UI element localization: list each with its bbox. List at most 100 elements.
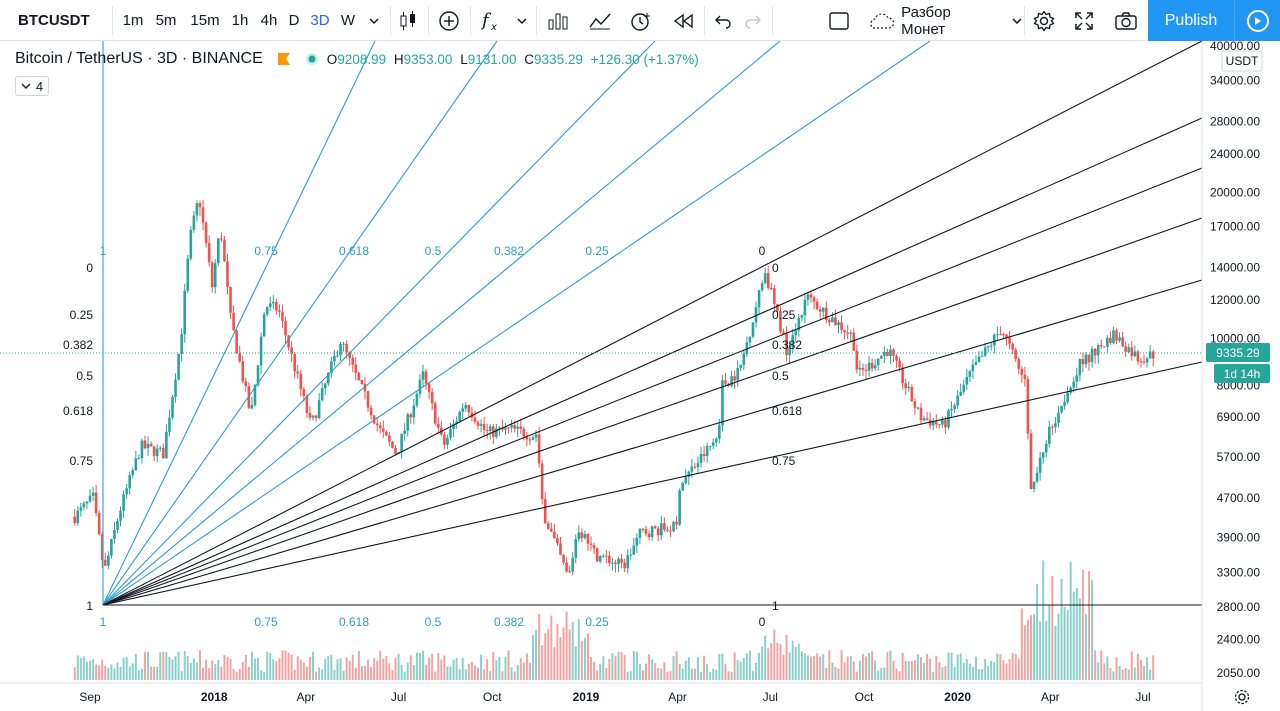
gear-icon[interactable] (1026, 0, 1062, 41)
candle-body (696, 462, 700, 468)
publish-button[interactable]: Publish (1148, 0, 1234, 41)
candle-body (507, 427, 510, 429)
volume-bar (333, 669, 336, 680)
candle-body (812, 297, 816, 302)
fullscreen-rect-icon[interactable] (820, 0, 858, 41)
interval-w[interactable]: W (340, 12, 356, 29)
candle-body (595, 548, 599, 562)
expand-icon[interactable] (1066, 0, 1102, 41)
candle-body (663, 523, 666, 530)
indicators-add-icon[interactable] (432, 0, 466, 41)
play-icon[interactable] (1234, 0, 1280, 41)
price-axis[interactable]: 40000.00 34000.00 28000.00 24000.00 20000.00… (1210, 39, 1260, 680)
volume-bar (968, 663, 971, 680)
interval-5m[interactable]: 5m (155, 12, 177, 29)
indicators-collapse-button[interactable]: 4 (15, 76, 49, 96)
candle-body (107, 555, 110, 566)
interval-3d[interactable]: 3D (310, 12, 330, 29)
candle-body (519, 426, 523, 429)
candle-body (186, 258, 190, 291)
candle-body (226, 261, 229, 287)
candle-body (702, 453, 706, 457)
volume-bar (727, 671, 730, 680)
volume-bar (1121, 669, 1124, 680)
volume-bar (143, 651, 146, 680)
candle-body (360, 379, 364, 385)
candle-body (565, 562, 568, 572)
candle-body (916, 407, 920, 409)
redo-icon[interactable] (738, 0, 768, 41)
time-tick-label: Jul (1135, 690, 1150, 704)
candle-body (705, 446, 709, 457)
interval-dropdown-icon[interactable] (362, 0, 386, 41)
volume-bar (1152, 655, 1155, 680)
volume-bar (367, 659, 370, 680)
layout-menu[interactable]: Разбор Монет (862, 0, 1022, 41)
volume-bar (480, 654, 483, 680)
volume-bar (363, 665, 366, 680)
candle-body (773, 288, 776, 305)
interval-1m[interactable]: 1m (122, 12, 144, 29)
volume-bar (257, 657, 260, 680)
candle-body (977, 356, 981, 363)
volume-bar (263, 671, 266, 680)
volume-bar (974, 656, 977, 680)
candle-body (681, 483, 684, 491)
candle-body (378, 425, 382, 429)
candle-body (281, 311, 284, 321)
price-tick-label: 20000.00 (1210, 185, 1260, 199)
candle-body (910, 386, 914, 402)
candle-body (495, 428, 498, 437)
volume-bar (687, 657, 690, 680)
candle-body (782, 331, 785, 334)
interval-d[interactable]: D (288, 12, 300, 29)
candles-icon[interactable] (392, 0, 424, 41)
alert-flag-icon[interactable] (277, 52, 291, 66)
camera-icon[interactable] (1106, 0, 1146, 41)
interval-15m[interactable]: 15m (190, 12, 220, 29)
candle-body (693, 466, 697, 468)
volume-bar (981, 669, 984, 680)
candle-body (250, 405, 254, 409)
candle-body (1008, 337, 1011, 344)
templates-icon[interactable] (582, 0, 618, 41)
fan-line-black (102, 167, 1203, 606)
compare-bars-icon[interactable] (540, 0, 576, 41)
time-axis[interactable]: Sep 2018 Apr Jul Oct 2019 Apr Jul Oct 2020 Apr Jul (79, 690, 1150, 704)
candle-body (357, 372, 361, 380)
volume-bar (250, 651, 253, 680)
volume-bar (370, 667, 373, 680)
candle-body (867, 362, 871, 371)
legend-title[interactable]: Bitcoin / TetherUS · 3D · BINANCE (15, 50, 263, 67)
layout-name: Разбор Монет (901, 3, 951, 38)
volume-bar (608, 658, 611, 680)
function-dropdown-icon[interactable] (510, 0, 534, 41)
symbol-search[interactable]: BTCUSDT (18, 12, 90, 29)
fan-top-label: 0.618 (339, 244, 369, 258)
fan-level-left-label: 1 (86, 599, 93, 613)
volume-bar (684, 660, 687, 680)
currency-badge[interactable] (1221, 50, 1263, 72)
volume-bar (403, 671, 406, 680)
candle-body (605, 555, 608, 557)
candle-body (171, 396, 174, 418)
candle-body (284, 320, 287, 336)
time-axis-gear-icon[interactable] (1234, 689, 1250, 705)
volume-bar (525, 653, 528, 680)
gann-fan-drawings[interactable] (102, 40, 1203, 606)
volume-bar (232, 669, 235, 680)
candle-body (140, 440, 144, 459)
replay-icon[interactable] (664, 0, 702, 41)
alert-clock-icon[interactable] (622, 0, 660, 41)
interval-1h[interactable]: 1h (231, 12, 249, 29)
time-tick-label: Jul (763, 690, 778, 704)
volume-bar (733, 652, 736, 680)
price-tick-label: 12000.00 (1210, 293, 1260, 307)
interval-4h[interactable]: 4h (260, 12, 278, 29)
volume-bar (409, 655, 412, 680)
candle-body (592, 544, 596, 549)
undo-icon[interactable] (708, 0, 738, 41)
fan-line-black (102, 40, 1203, 606)
